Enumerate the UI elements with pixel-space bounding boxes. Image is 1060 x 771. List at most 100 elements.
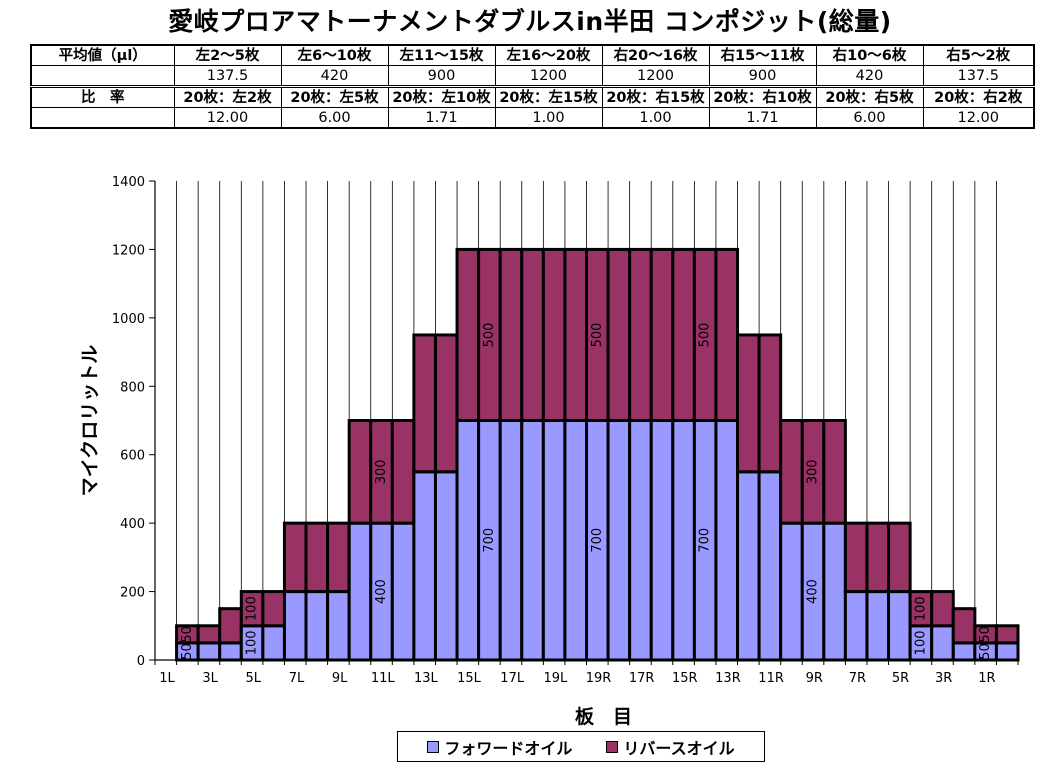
ratio-header: 20枚：右5枚 xyxy=(815,85,924,108)
bar-forward xyxy=(196,641,222,662)
ratio-header-row: 比 率 20枚：左2枚 20枚：左5枚 20枚：左10枚 20枚：左15枚 20… xyxy=(30,85,1035,108)
data-label: 300 xyxy=(806,459,821,484)
legend-swatch-reverse xyxy=(606,740,619,753)
x-tick-label: 11R xyxy=(758,671,784,686)
x-tick-label: 9L xyxy=(332,671,348,686)
ratio-header: 20枚：左2枚 xyxy=(173,85,282,108)
bar-forward xyxy=(498,419,524,662)
y-tick-label: 400 xyxy=(120,517,145,532)
bar-forward xyxy=(757,470,783,662)
data-label: 50 xyxy=(978,643,993,660)
legend-item-forward: フォワードオイル xyxy=(427,735,572,759)
avg-value: 420 xyxy=(280,65,389,87)
avg-value: 1200 xyxy=(601,65,710,87)
bar-forward xyxy=(779,521,804,662)
bar-reverse xyxy=(412,333,437,474)
bar-forward xyxy=(822,521,847,662)
ratio-value: 6.00 xyxy=(280,107,389,129)
data-label: 100 xyxy=(245,630,260,655)
x-tick-label: 13R xyxy=(715,671,741,686)
ratio-value: 6.00 xyxy=(815,107,924,129)
y-tick-label: 1400 xyxy=(112,175,145,190)
avg-value: 1200 xyxy=(494,65,603,87)
range-header: 左16～20枚 xyxy=(494,44,603,66)
data-label: 500 xyxy=(590,323,605,348)
legend-swatch-forward xyxy=(427,740,440,753)
y-axis-title: マイクロリットル xyxy=(79,345,101,497)
bar-reverse xyxy=(649,247,675,422)
bar-forward xyxy=(520,419,545,662)
bar-reverse xyxy=(671,247,696,422)
x-tick-label: 11L xyxy=(371,671,396,686)
ratio-value: 1.71 xyxy=(708,107,817,129)
bar-reverse xyxy=(951,607,977,645)
bar-reverse xyxy=(390,419,416,525)
bar-reverse xyxy=(822,419,847,525)
ratio-header: 20枚：右2枚 xyxy=(922,85,1035,108)
legend-label-reverse: リバースオイル xyxy=(623,738,735,758)
ratio-header: 20枚：左10枚 xyxy=(387,85,496,108)
bar-forward xyxy=(326,590,351,662)
x-tick-label: 15L xyxy=(457,671,482,686)
legend-label-forward: フォワードオイル xyxy=(444,738,573,758)
bar-reverse xyxy=(433,333,459,474)
avg-label: 平均値（μl） xyxy=(30,44,175,66)
bar-forward xyxy=(541,419,567,662)
data-label: 700 xyxy=(482,528,497,553)
empty-cell xyxy=(30,65,175,87)
bar-forward xyxy=(628,419,653,662)
bar-reverse xyxy=(196,624,222,645)
avg-values-row: 137.5 420 900 1200 1200 900 420 137.5 xyxy=(30,65,1035,87)
bar-forward xyxy=(390,521,416,662)
bar-reverse xyxy=(304,521,330,594)
bar-reverse xyxy=(736,333,761,474)
x-axis-title: 板 目 xyxy=(575,705,632,728)
avg-value: 137.5 xyxy=(922,65,1035,87)
bar-reverse xyxy=(994,624,1020,645)
range-header: 右5～2枚 xyxy=(922,44,1035,66)
avg-value: 137.5 xyxy=(173,65,282,87)
bar-forward xyxy=(282,590,308,662)
y-tick-label: 1200 xyxy=(112,243,145,258)
y-tick-label: 600 xyxy=(120,449,145,464)
y-tick-label: 0 xyxy=(137,654,145,669)
ratio-header: 20枚：左5枚 xyxy=(280,85,389,108)
x-tick-label: 17R xyxy=(629,671,655,686)
bar-forward xyxy=(347,521,373,662)
x-tick-label: 7R xyxy=(849,671,866,686)
bar-reverse xyxy=(628,247,653,422)
data-label: 100 xyxy=(913,596,928,621)
y-tick-label: 1000 xyxy=(112,312,145,327)
bar-reverse xyxy=(218,607,243,645)
range-header: 右20～16枚 xyxy=(601,44,710,66)
bar-forward xyxy=(563,419,588,662)
summary-table: 平均値（μl） 左2～5枚 左6～10枚 左11～15枚 左16～20枚 右20… xyxy=(30,44,1035,129)
data-label: 50 xyxy=(978,626,993,643)
data-label: 500 xyxy=(698,323,713,348)
bar-forward xyxy=(736,470,761,662)
ratio-value: 1.00 xyxy=(494,107,603,129)
bar-forward xyxy=(304,590,330,662)
bar-reverse xyxy=(520,247,545,422)
y-tick-label: 200 xyxy=(120,586,145,601)
x-tick-label: 5L xyxy=(246,671,262,686)
bar-reverse xyxy=(261,590,286,628)
bar-reverse xyxy=(930,590,955,628)
ratio-value: 1.00 xyxy=(601,107,710,129)
ratio-header: 20枚：右10枚 xyxy=(708,85,817,108)
range-header: 左2～5枚 xyxy=(173,44,282,66)
data-label: 50 xyxy=(180,626,195,643)
x-tick-label: 7L xyxy=(289,671,305,686)
x-tick-label: 3L xyxy=(202,671,218,686)
bar-forward xyxy=(649,419,675,662)
bar-reverse xyxy=(326,521,351,594)
data-label: 300 xyxy=(374,459,389,484)
bar-reverse xyxy=(541,247,567,422)
x-tick-label: 17L xyxy=(500,671,525,686)
data-label: 700 xyxy=(590,528,605,553)
x-tick-label: 13L xyxy=(414,671,439,686)
x-tick-label: 5R xyxy=(892,671,909,686)
avg-value: 900 xyxy=(387,65,496,87)
bar-forward xyxy=(455,419,481,662)
